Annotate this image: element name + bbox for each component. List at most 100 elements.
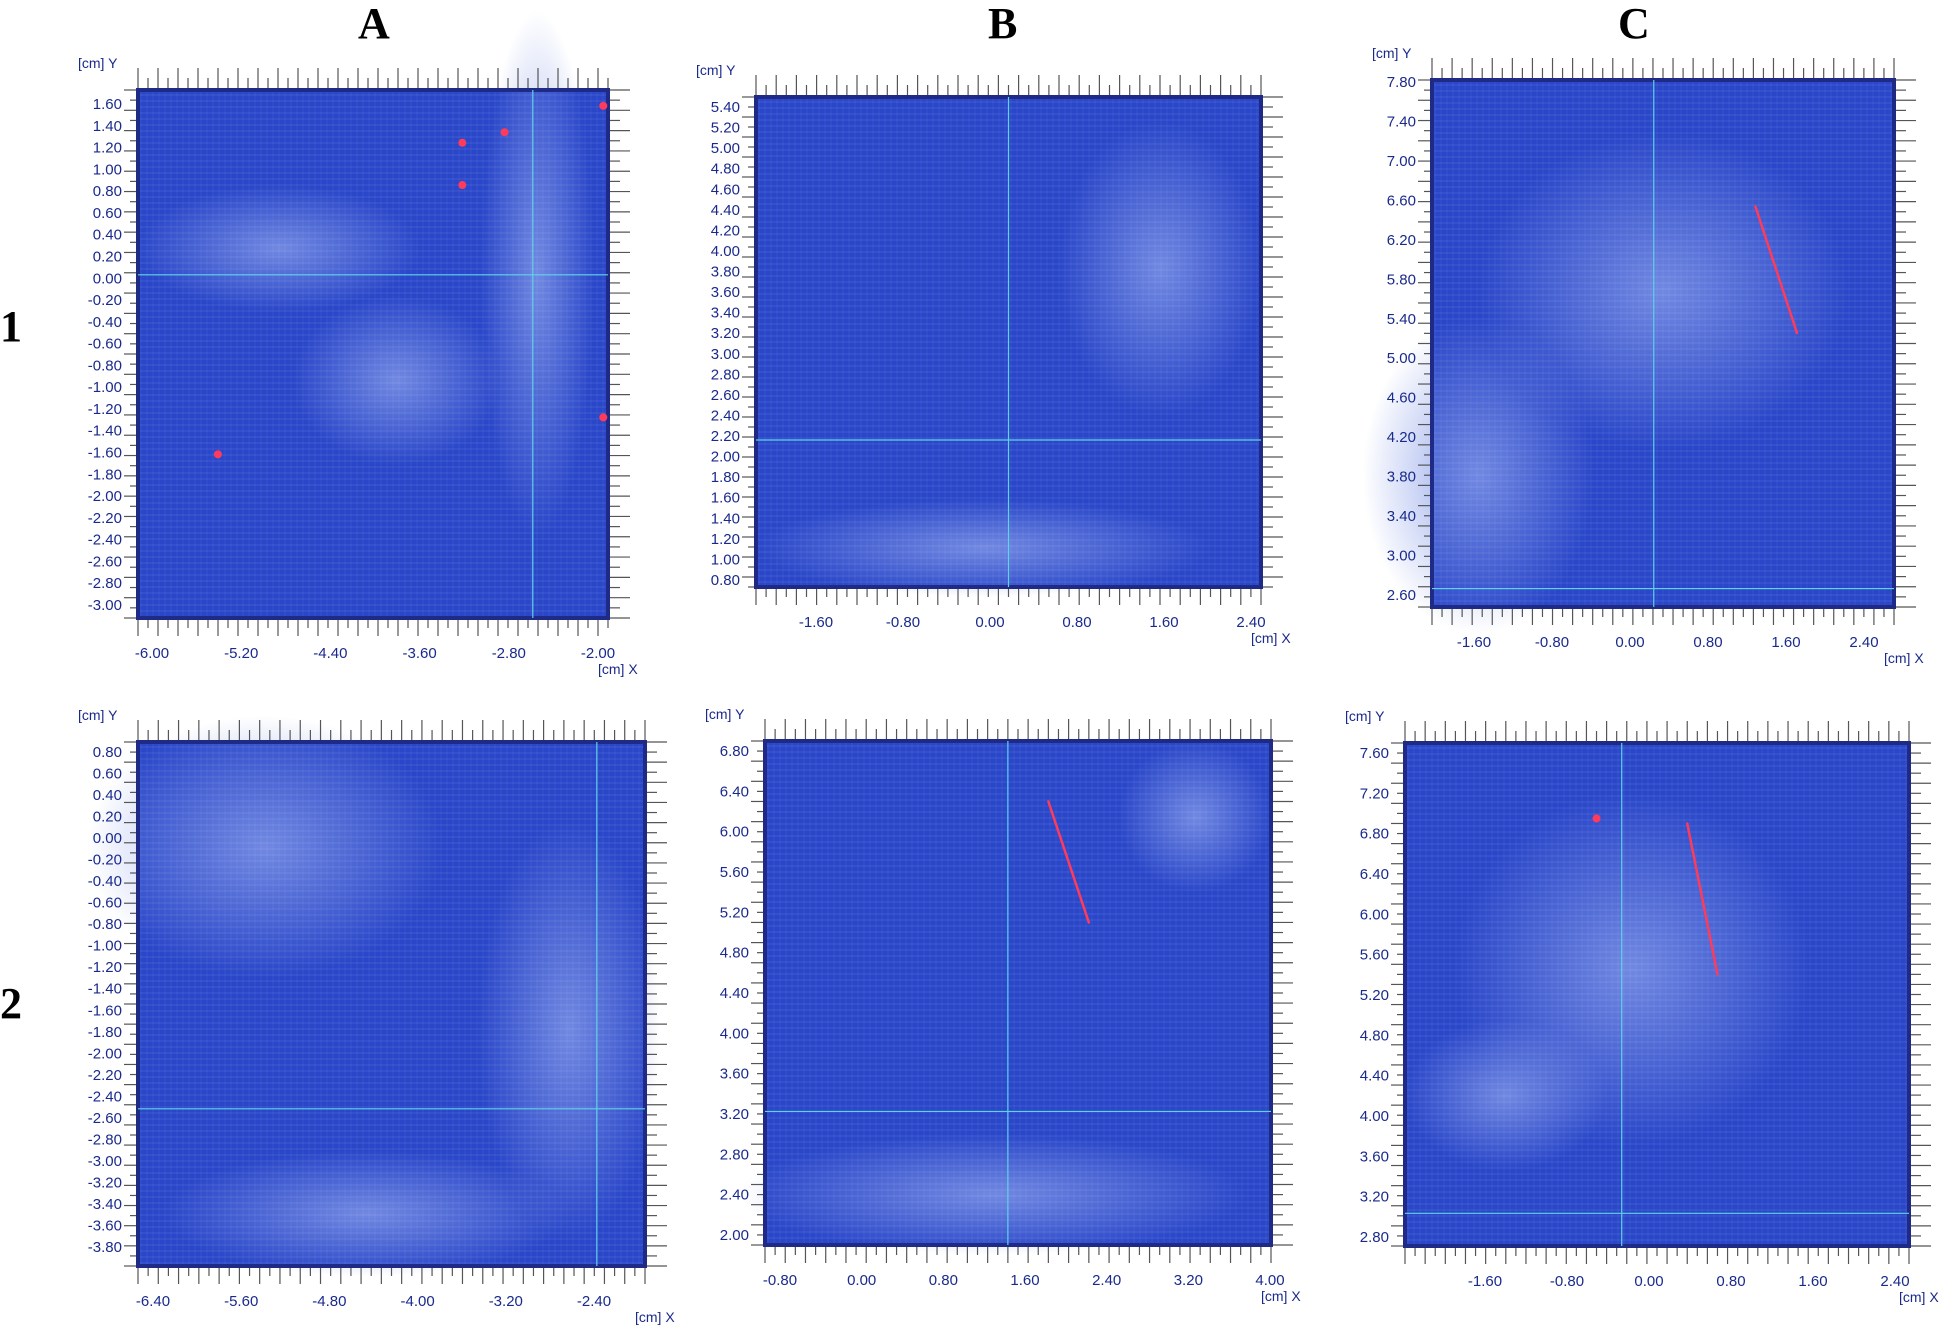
x-tick-label: -4.00 — [400, 1293, 434, 1310]
defect-spot — [500, 128, 509, 137]
scan-panel-svg: -6.40 -5.60 -4.80 -4.00 -3.20 -2.40 [cm] X 0.80… — [78, 707, 675, 1325]
y-tick-label: -2.20 — [88, 1067, 122, 1084]
y-tick-label: 3.00 — [711, 346, 740, 363]
y-tick-label: 0.40 — [93, 227, 122, 244]
y-tick-label: 6.40 — [720, 783, 749, 800]
y-tick-label: -1.80 — [88, 1024, 122, 1041]
y-tick-label: -0.20 — [88, 852, 122, 869]
scan-line-texture — [138, 90, 608, 618]
y-tick-label: 4.40 — [720, 985, 749, 1002]
y-tick-label: 3.60 — [1360, 1148, 1389, 1165]
y-tick-label: 0.80 — [93, 183, 122, 200]
y-tick-label: -0.60 — [88, 895, 122, 912]
y-tick-label: 3.80 — [711, 264, 740, 281]
y-tick-label: -2.20 — [88, 510, 122, 527]
y-tick-label: -1.00 — [88, 938, 122, 955]
x-tick-label: -0.80 — [1535, 634, 1569, 651]
y-tick-label: 4.00 — [711, 243, 740, 260]
y-tick-label: 0.60 — [93, 205, 122, 222]
column-label-a: A — [358, 0, 390, 48]
x-tick-label: -0.80 — [763, 1272, 797, 1289]
y-tick-label: 2.40 — [720, 1187, 749, 1204]
y-axis-unit-label: [cm] Y — [78, 55, 118, 71]
row-label-2: 2 — [0, 979, 22, 1028]
x-tick-label: 0.80 — [1716, 1273, 1745, 1290]
y-tick-label: 7.60 — [1360, 745, 1389, 762]
y-tick-label: 3.80 — [1387, 469, 1416, 486]
scan-panel-1c: -1.60 -0.80 0.00 0.80 1.60 2.40 [cm] X 7.80 7.40… — [1352, 20, 1924, 666]
y-tick-label: 1.60 — [711, 490, 740, 507]
y-tick-label: 0.80 — [93, 744, 122, 761]
x-tick-label: -5.20 — [224, 645, 258, 662]
y-tick-label: 5.60 — [1360, 947, 1389, 964]
y-tick-label: -3.40 — [88, 1196, 122, 1213]
scan-frame — [1403, 741, 1911, 1248]
x-tick-label: 2.40 — [1849, 634, 1878, 651]
y-tick-label: -3.00 — [88, 1153, 122, 1170]
y-tick-label: 0.60 — [93, 766, 122, 783]
defect-scratch — [1047, 800, 1091, 924]
defect-scratch — [1685, 822, 1719, 976]
y-tick-label: 1.40 — [711, 510, 740, 527]
scan-panel-2c: -1.60 -0.80 0.00 0.80 1.60 2.40 [cm] X 7.60 7.20… — [1325, 683, 1939, 1305]
y-tick-label: -2.00 — [88, 1045, 122, 1062]
y-tick-label: -0.80 — [88, 916, 122, 933]
x-tick-label: 2.40 — [1880, 1273, 1909, 1290]
scan-panel-1b: -1.60 -0.80 0.00 0.80 1.60 2.40 [cm] X 5.40 5.20… — [676, 37, 1291, 657]
y-tick-label: 2.00 — [720, 1227, 749, 1244]
y-tick-label: 6.00 — [720, 824, 749, 841]
scan-panel-svg: -1.60 -0.80 0.00 0.80 1.60 2.40[cm] X5.405.20… — [696, 62, 1291, 646]
y-tick-label: 2.60 — [1387, 587, 1416, 604]
y-axis-unit-label: [cm] Y — [1372, 45, 1412, 61]
y-tick-label: 7.20 — [1360, 785, 1389, 802]
y-tick-label: 3.40 — [711, 305, 740, 322]
y-tick-label: -1.60 — [88, 445, 122, 462]
x-tick-label: -1.60 — [1468, 1273, 1502, 1290]
y-tick-label: -1.80 — [88, 466, 122, 483]
y-tick-label: 6.80 — [720, 743, 749, 760]
x-axis-unit-label: [cm] X — [635, 1309, 675, 1325]
x-tick-label: -3.60 — [402, 645, 436, 662]
y-tick-label: -0.20 — [88, 292, 122, 309]
scan-frame — [136, 88, 610, 620]
x-axis-unit-label: [cm] X — [1899, 1289, 1939, 1305]
y-tick-label: -2.80 — [88, 1131, 122, 1148]
y-tick-label: 3.60 — [720, 1066, 749, 1083]
y-tick-label: -2.60 — [88, 553, 122, 570]
y-tick-label: 3.00 — [1387, 548, 1416, 565]
x-tick-label: 1.60 — [1149, 614, 1178, 631]
x-tick-label: -2.00 — [581, 645, 615, 662]
column-label-b: B — [988, 0, 1018, 48]
y-tick-label: 7.80 — [1387, 74, 1416, 91]
y-tick-label: -2.60 — [88, 1110, 122, 1127]
y-tick-label: 0.00 — [93, 270, 122, 287]
y-tick-label: -1.20 — [88, 959, 122, 976]
y-tick-label: 4.40 — [711, 202, 740, 219]
scan-panel-svg: -1.60 -0.80 0.00 0.80 1.60 2.40[cm] X 7.60 7.20… — [1345, 708, 1939, 1305]
y-tick-label: 6.60 — [1387, 192, 1416, 209]
y-tick-label: 6.80 — [1360, 826, 1389, 843]
x-tick-label: -0.80 — [886, 614, 920, 631]
y-tick-label: 5.00 — [1387, 350, 1416, 367]
y-tick-label: 1.20 — [711, 531, 740, 548]
y-tick-label: 2.40 — [711, 407, 740, 424]
y-tick-label: -3.20 — [88, 1174, 122, 1191]
y-tick-label: 1.40 — [93, 118, 122, 135]
scan-line-texture — [1405, 743, 1909, 1246]
y-tick-label: 4.20 — [1387, 429, 1416, 446]
x-tick-label: -5.60 — [224, 1293, 258, 1310]
y-tick-label: -0.80 — [88, 357, 122, 374]
x-tick-label: -4.80 — [312, 1293, 346, 1310]
scan-line-texture — [1432, 80, 1894, 607]
y-tick-label: 3.20 — [1360, 1189, 1389, 1206]
y-tick-label: 3.60 — [711, 284, 740, 301]
y-tick-label: -3.00 — [88, 597, 122, 614]
y-axis-unit-label: [cm] Y — [1345, 708, 1385, 724]
y-tick-label: 4.20 — [711, 222, 740, 239]
y-tick-label: -2.80 — [88, 575, 122, 592]
x-tick-label: 2.40 — [1236, 614, 1265, 631]
y-tick-label: -1.00 — [88, 379, 122, 396]
x-tick-label: -3.20 — [489, 1293, 523, 1310]
scan-line-texture — [138, 742, 645, 1266]
x-tick-label: 0.00 — [1634, 1273, 1663, 1290]
